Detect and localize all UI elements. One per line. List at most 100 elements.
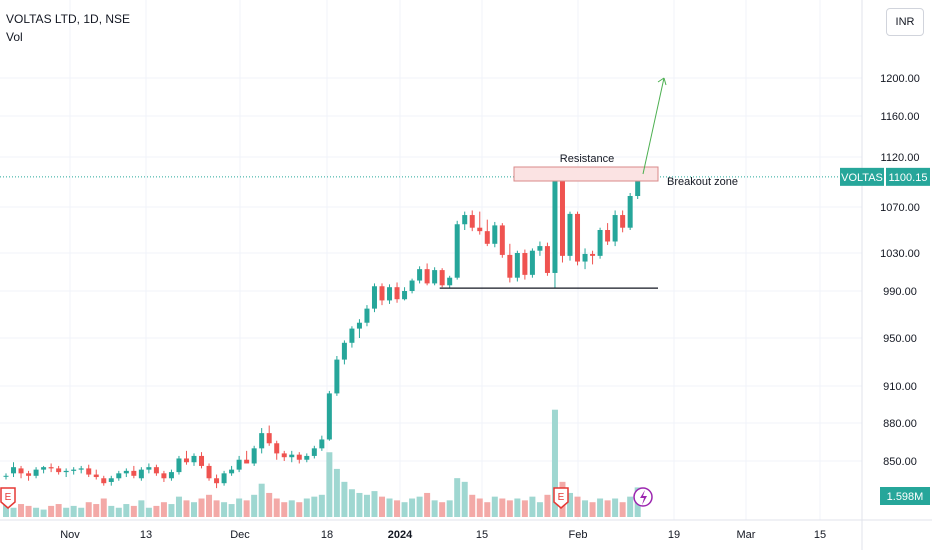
volume-tag-bg — [880, 487, 930, 505]
volume-bar — [409, 498, 416, 517]
breakout-label: Breakout zone — [667, 176, 738, 188]
volume-bar — [93, 504, 100, 517]
volume-bar — [371, 491, 378, 517]
candle-body — [108, 478, 114, 482]
candle-body — [11, 467, 17, 474]
volume-bar — [258, 483, 265, 517]
candle-body — [454, 224, 460, 278]
candle-body — [229, 469, 235, 474]
price-tick-label: 850.00 — [883, 456, 917, 468]
candle-body — [575, 213, 581, 262]
volume-bar — [612, 498, 619, 517]
candle-body — [620, 215, 626, 228]
candle-body — [251, 448, 257, 464]
volume-bar — [168, 504, 175, 517]
candle-body — [567, 213, 573, 256]
earnings-marker[interactable]: E — [553, 487, 569, 509]
candle-body — [131, 470, 137, 476]
candle-body — [116, 473, 122, 479]
volume-bar — [123, 504, 130, 517]
candle-body — [93, 474, 99, 478]
resistance-label: Resistance — [560, 153, 614, 165]
volume-bar — [401, 502, 408, 517]
candle-body — [26, 473, 32, 476]
candle-body — [244, 459, 250, 464]
candle-body — [3, 475, 9, 477]
candle-body — [304, 455, 310, 460]
candle-body — [101, 478, 107, 484]
volume-bar — [228, 504, 235, 517]
volume-bar — [40, 509, 47, 517]
volume-bar — [33, 507, 40, 517]
svg-text:E: E — [5, 492, 12, 503]
volume-bar — [604, 500, 611, 517]
candle-body — [590, 253, 596, 256]
earnings-marker[interactable]: E — [0, 487, 16, 509]
volume-indicator-label[interactable]: Vol — [6, 30, 23, 44]
candle-body — [259, 433, 265, 449]
candle-body — [206, 465, 212, 479]
candle-body — [371, 286, 377, 309]
candle-body — [529, 250, 535, 275]
volume-bar — [506, 500, 513, 517]
volume-bar — [529, 496, 536, 517]
breakout-arrow — [642, 77, 665, 175]
candle-body — [462, 215, 468, 225]
candle-body — [635, 177, 641, 196]
volume-bar — [551, 409, 558, 517]
volume-bar — [491, 496, 498, 517]
volume-bar — [589, 502, 596, 517]
volume-bar — [175, 496, 182, 517]
candle-body — [326, 393, 332, 440]
candle-body — [417, 269, 423, 281]
volume-bar — [499, 498, 506, 517]
last-price-tag-bg — [886, 167, 930, 186]
volume-bar — [183, 500, 190, 517]
symbol-tag-bg — [840, 167, 884, 186]
volume-bar — [446, 500, 453, 517]
volume-bar — [70, 505, 77, 517]
price-tick-label: 1120.00 — [881, 152, 920, 164]
candle-body — [191, 455, 197, 463]
candle-body — [432, 270, 438, 284]
candle-body — [33, 469, 39, 476]
candle-body — [296, 454, 302, 460]
price-tick-label: 1070.00 — [880, 202, 920, 214]
volume-bar — [251, 494, 258, 517]
candle-body — [319, 439, 325, 449]
candle-body — [394, 287, 400, 300]
price-tick-label: 880.00 — [883, 418, 917, 430]
candle-body — [289, 454, 295, 458]
currency-button[interactable]: INR — [886, 8, 924, 36]
candle-body — [612, 215, 618, 242]
candle-body — [168, 472, 174, 479]
volume-bar — [303, 498, 310, 517]
volume-bar — [191, 502, 197, 517]
candle-body — [514, 253, 520, 278]
volume-bar — [348, 489, 355, 517]
time-tick-label: Mar — [737, 529, 756, 541]
candle-body — [236, 459, 242, 470]
candle-body — [138, 469, 144, 479]
candle-body — [48, 467, 54, 469]
volume-bar — [567, 492, 573, 517]
candle-body — [123, 470, 129, 474]
volume-bar — [424, 492, 431, 517]
candle-body — [447, 277, 453, 286]
price-tick-label: 1160.00 — [881, 111, 920, 123]
price-tick-label: 950.00 — [883, 333, 917, 345]
volume-bar — [18, 504, 25, 517]
candle-body — [281, 453, 287, 458]
volume-bar — [115, 507, 122, 517]
chart-legend: VOLTAS LTD, 1D, NSE Vol — [6, 10, 130, 46]
candle-body — [582, 253, 588, 262]
candle-body — [18, 468, 24, 474]
volume-bar — [386, 498, 393, 517]
volume-bar — [10, 507, 17, 517]
volume-bar — [439, 502, 446, 517]
volume-bar — [469, 494, 476, 517]
resistance-zone — [513, 166, 659, 182]
volume-bar — [85, 502, 92, 517]
